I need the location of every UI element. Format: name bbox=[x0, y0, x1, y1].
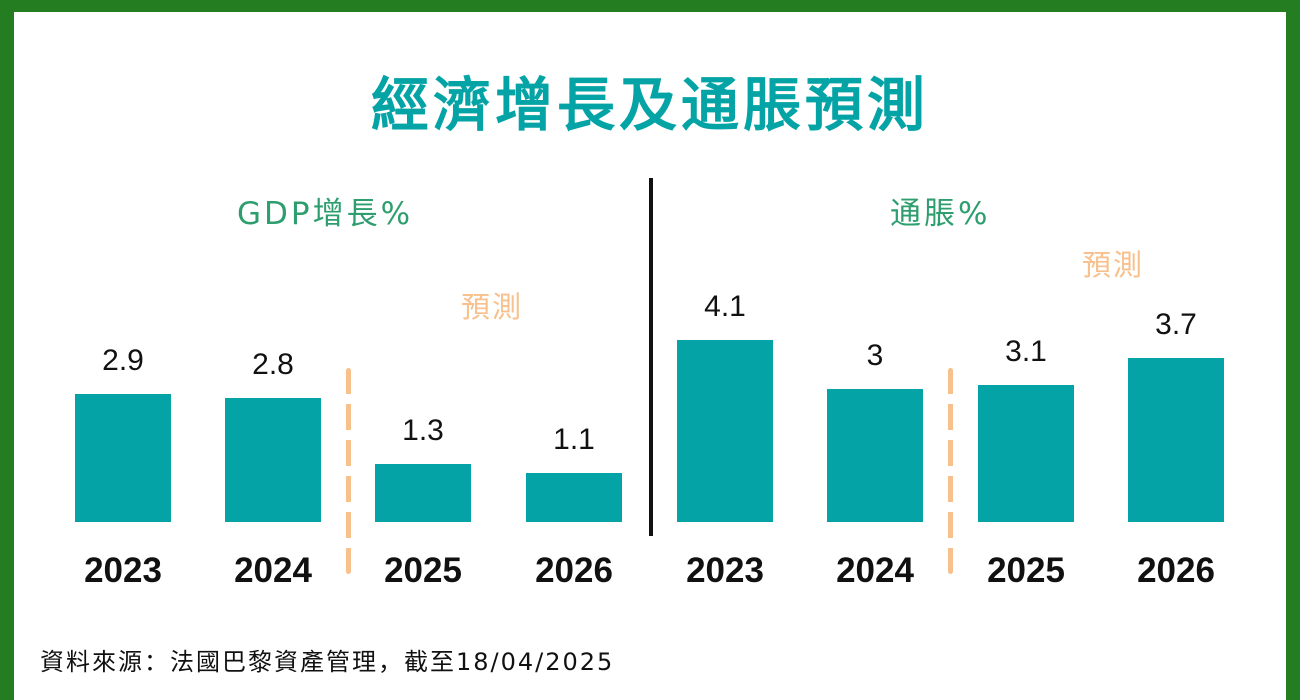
gdp-chart-title: GDP增長% bbox=[237, 196, 414, 232]
value-label: 3.7 bbox=[1155, 308, 1197, 342]
bar-2026 bbox=[1128, 358, 1224, 522]
inflation-forecast-label: 預測 bbox=[1082, 248, 1145, 282]
x-tick-label: 2026 bbox=[535, 551, 613, 590]
value-label: 1.1 bbox=[553, 423, 595, 457]
bar-2024 bbox=[225, 397, 321, 522]
x-tick-label: 2024 bbox=[836, 551, 914, 590]
bar-2023 bbox=[677, 340, 773, 522]
source-note: 資料來源：法國巴黎資產管理，截至18/04/2025 bbox=[40, 648, 615, 676]
gdp-forecast-label: 預測 bbox=[461, 290, 524, 324]
x-tick-label: 2023 bbox=[84, 551, 162, 590]
bar-2025 bbox=[978, 384, 1074, 522]
value-label: 2.9 bbox=[102, 343, 144, 377]
page-title: 經濟增長及通脹預測 bbox=[370, 71, 929, 139]
value-label: 4.1 bbox=[704, 290, 746, 324]
value-label: 1.3 bbox=[402, 414, 444, 448]
inflation-chart-title: 通脹% bbox=[890, 196, 991, 232]
value-label: 3.1 bbox=[1005, 334, 1047, 368]
x-tick-label: 2026 bbox=[1137, 551, 1215, 590]
bar-2023 bbox=[75, 393, 171, 522]
value-label: 3 bbox=[866, 339, 884, 373]
x-tick-label: 2023 bbox=[686, 551, 764, 590]
gdp-forecast-divider bbox=[346, 368, 351, 574]
bar-2026 bbox=[526, 473, 622, 522]
bar-2025 bbox=[375, 464, 471, 522]
inflation-forecast-divider bbox=[948, 368, 953, 574]
x-tick-label: 2025 bbox=[987, 551, 1065, 590]
x-tick-label: 2025 bbox=[384, 551, 462, 590]
x-tick-label: 2024 bbox=[234, 551, 312, 590]
bar-2024 bbox=[827, 389, 923, 522]
chart-divider bbox=[649, 178, 653, 536]
value-label: 2.8 bbox=[252, 347, 294, 381]
